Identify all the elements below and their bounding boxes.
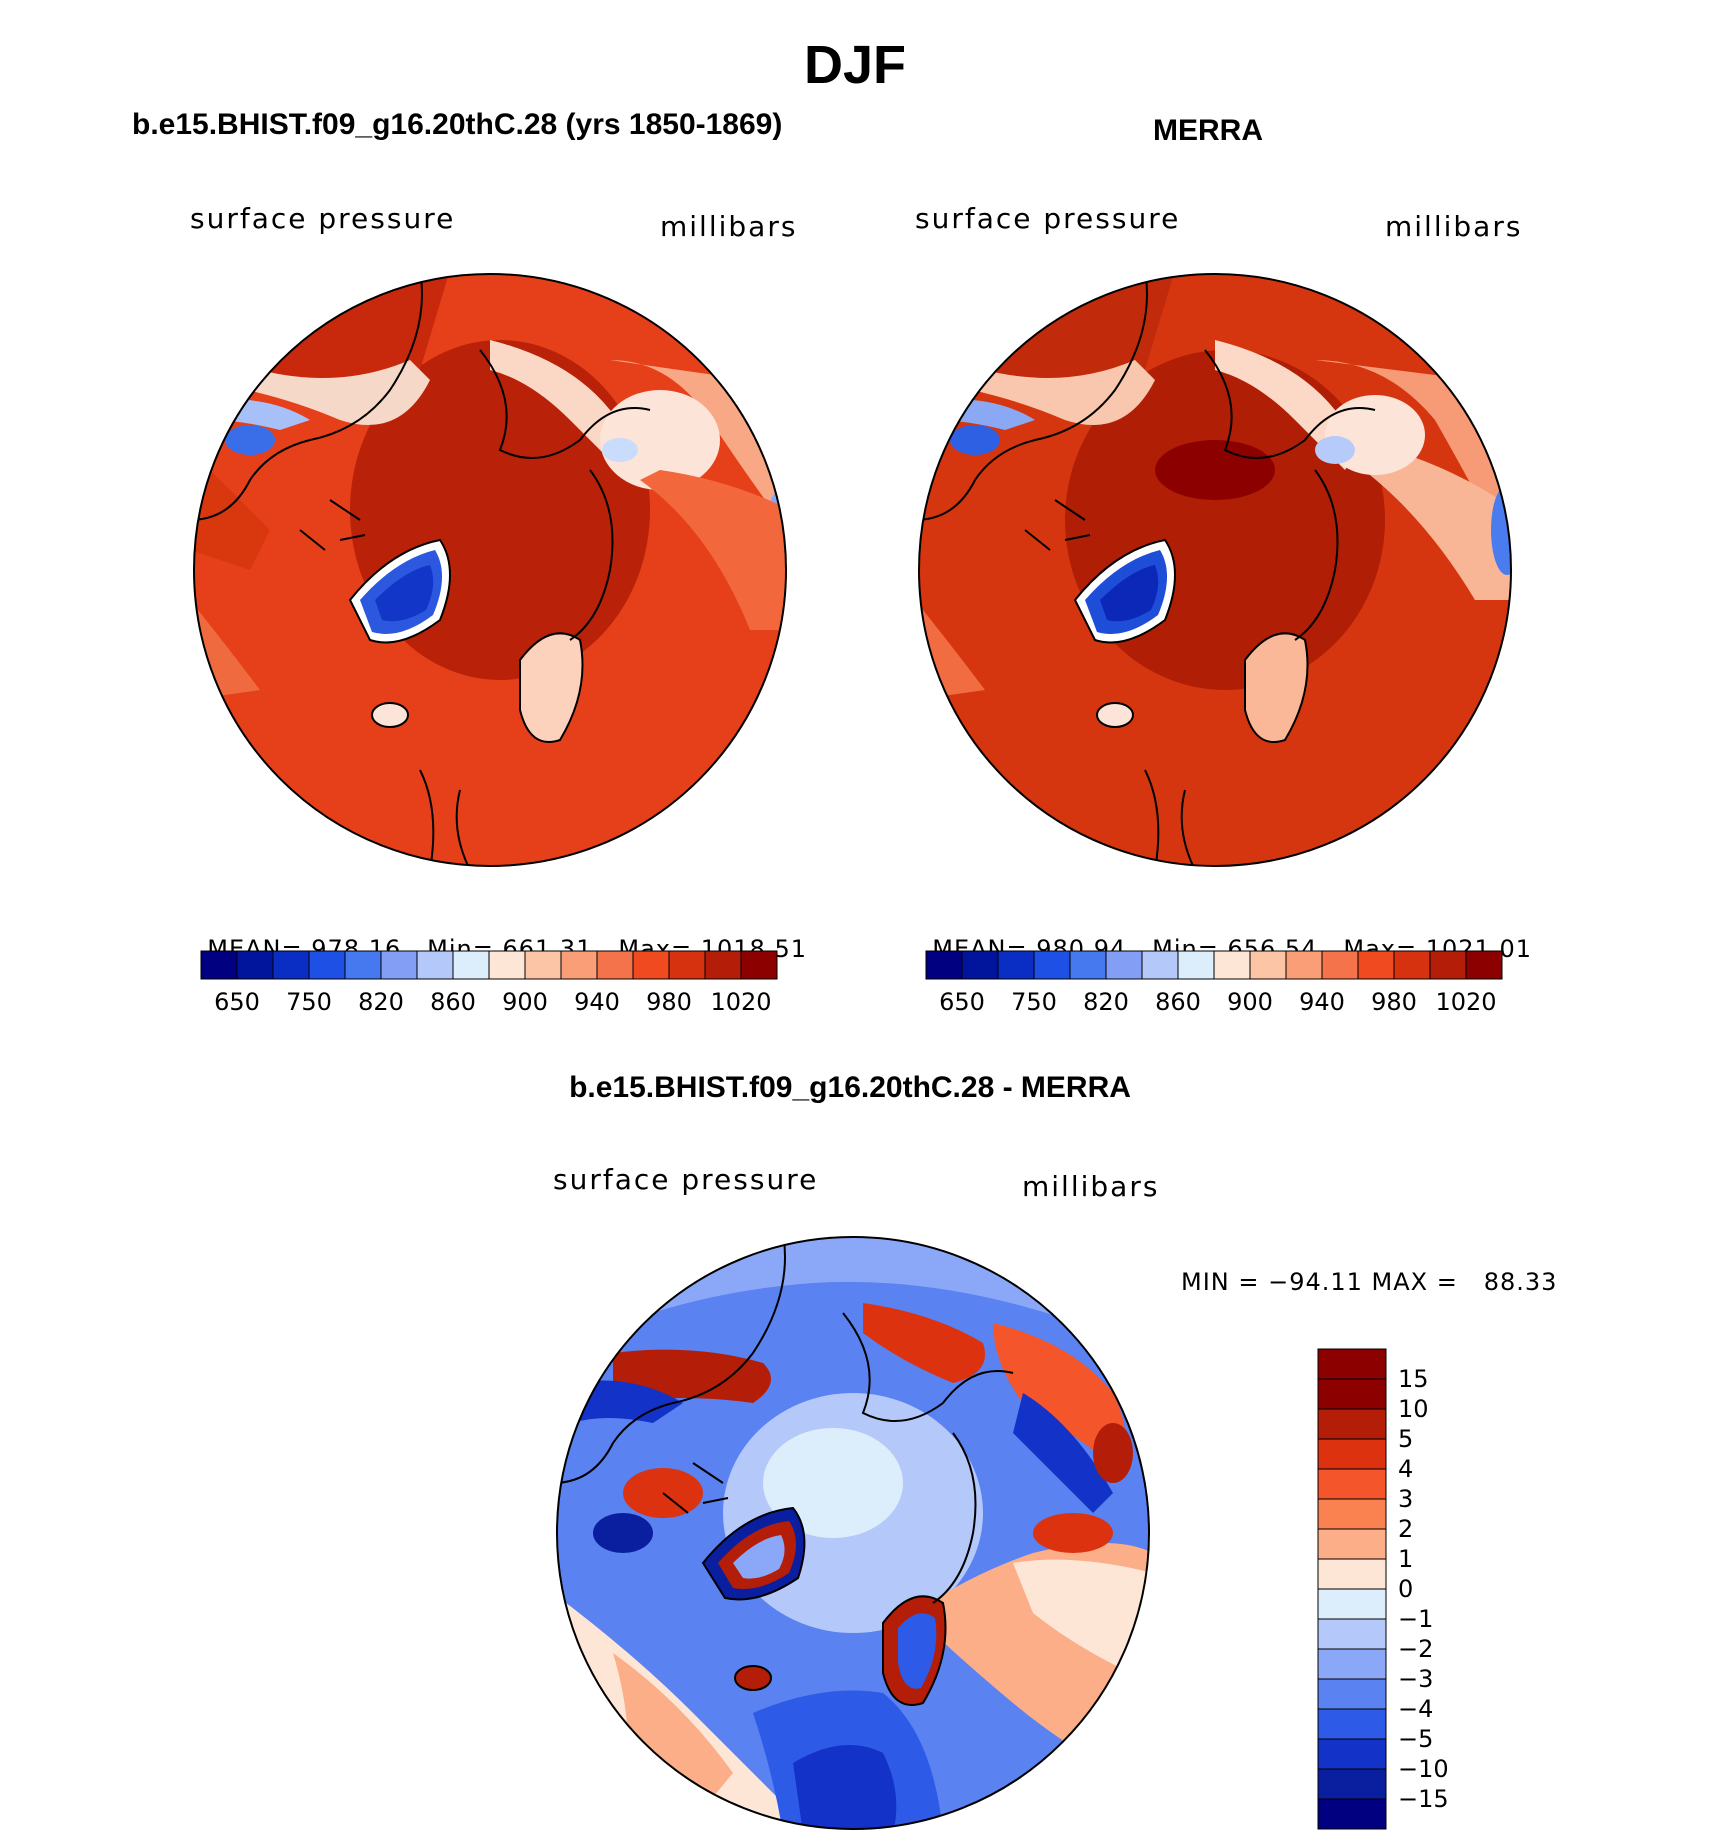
colorbar-tick-label: −3 [1398, 1665, 1434, 1693]
colorbar-tick-label: 900 [502, 988, 548, 1016]
colorbar-swatch [1317, 1798, 1387, 1830]
colorbar-tick-label: −15 [1398, 1785, 1449, 1813]
colorbar-tick-label: 0 [1398, 1575, 1414, 1603]
colorbar-tick-label: 940 [1299, 988, 1345, 1016]
panel-model-right-label: millibars [660, 210, 798, 243]
colorbar-swatch [1105, 950, 1143, 980]
panel-obs-colorbar [925, 950, 1503, 980]
colorbar-swatch [1317, 1378, 1387, 1410]
colorbar-swatch [668, 950, 706, 980]
colorbar-swatch [1393, 950, 1431, 980]
colorbar-swatch [236, 950, 274, 980]
colorbar-tick-label: 650 [214, 988, 260, 1016]
panel-diff-right-label: millibars [1022, 1170, 1160, 1203]
colorbar-swatch [1317, 1348, 1387, 1380]
colorbar-swatch [1033, 950, 1071, 980]
colorbar-tick-label: 860 [1155, 988, 1201, 1016]
panel-obs-colorbar-ticks: 650 750 820 860 900 940 980 1020 [0, 988, 1496, 1018]
colorbar-swatch [1465, 950, 1503, 980]
colorbar-tick-label: 900 [1227, 988, 1273, 1016]
panel-obs-title: MERRA [1153, 114, 1263, 147]
colorbar-swatch [1317, 1618, 1387, 1650]
colorbar-swatch [488, 950, 526, 980]
colorbar-swatch [1177, 950, 1215, 980]
panel-obs-map [918, 273, 1512, 867]
colorbar-swatch [1213, 950, 1251, 980]
colorbar-swatch [1317, 1768, 1387, 1800]
colorbar-swatch [416, 950, 454, 980]
colorbar-swatch [596, 950, 634, 980]
colorbar-swatch [1069, 950, 1107, 980]
panel-model-map [193, 273, 787, 867]
colorbar-swatch [1317, 1438, 1387, 1470]
colorbar-swatch [452, 950, 490, 980]
panel-obs-left-label: surface pressure [915, 202, 1181, 235]
panel-model-colorbar [200, 950, 778, 980]
colorbar-tick-label: 4 [1398, 1455, 1414, 1483]
colorbar-tick-label: 750 [286, 988, 332, 1016]
colorbar-swatch [1317, 1408, 1387, 1440]
panel-diff-colorbar [1317, 1348, 1387, 1830]
panel-model-colorbar-ticks: 650 750 820 860 900 940 980 1020 [0, 988, 771, 1018]
colorbar-tick-label: 980 [1371, 988, 1417, 1016]
panel-model-title: b.e15.BHIST.f09_g16.20thC.28 (yrs 1850-1… [132, 108, 783, 141]
colorbar-swatch [1429, 950, 1467, 980]
colorbar-swatch [344, 950, 382, 980]
colorbar-swatch [925, 950, 963, 980]
panel-diff-colorbar-ticks: 15 10 5 4 3 2 1 0 −1 −2 −3 −4 −5 −10 −15 [0, 0, 1449, 1813]
colorbar-swatch [524, 950, 562, 980]
panel-diff-left-label: surface pressure [553, 1163, 819, 1196]
colorbar-swatch [1317, 1468, 1387, 1500]
colorbar-swatch [740, 950, 778, 980]
colorbar-tick-label: 940 [574, 988, 620, 1016]
colorbar-tick-label: −5 [1398, 1725, 1434, 1753]
colorbar-swatch [308, 950, 346, 980]
colorbar-tick-label: 650 [939, 988, 985, 1016]
colorbar-tick-label: 820 [358, 988, 404, 1016]
colorbar-tick-label: −2 [1398, 1635, 1434, 1663]
colorbar-tick-label: 3 [1398, 1485, 1414, 1513]
panel-diff-title: b.e15.BHIST.f09_g16.20thC.28 - MERRA [569, 1071, 1131, 1104]
colorbar-tick-label: 1020 [710, 988, 772, 1016]
colorbar-swatch [380, 950, 418, 980]
colorbar-swatch [1321, 950, 1359, 980]
colorbar-swatch [1317, 1708, 1387, 1740]
colorbar-swatch [704, 950, 742, 980]
colorbar-swatch [1317, 1528, 1387, 1560]
colorbar-swatch [1249, 950, 1287, 980]
panel-diff-map [556, 1236, 1150, 1830]
colorbar-tick-label: 1 [1398, 1545, 1414, 1573]
panel-diff-minmax: MIN = −94.11 MAX = 88.33 [1181, 1268, 1558, 1296]
colorbar-swatch [1317, 1558, 1387, 1590]
colorbar-tick-label: 2 [1398, 1515, 1414, 1543]
colorbar-swatch [1357, 950, 1395, 980]
colorbar-swatch [997, 950, 1035, 980]
colorbar-tick-label: −4 [1398, 1695, 1434, 1723]
colorbar-swatch [632, 950, 670, 980]
colorbar-tick-label: 820 [1083, 988, 1129, 1016]
colorbar-swatch [272, 950, 310, 980]
colorbar-swatch [560, 950, 598, 980]
colorbar-swatch [1285, 950, 1323, 980]
panel-obs-right-label: millibars [1385, 210, 1523, 243]
colorbar-swatch [200, 950, 238, 980]
main-title: DJF [803, 35, 906, 95]
colorbar-swatch [1317, 1648, 1387, 1680]
colorbar-tick-label: 5 [1398, 1425, 1414, 1453]
colorbar-tick-label: 750 [1011, 988, 1057, 1016]
colorbar-tick-label: −1 [1398, 1605, 1434, 1633]
colorbar-swatch [1317, 1498, 1387, 1530]
colorbar-tick-label: −10 [1398, 1755, 1449, 1783]
colorbar-tick-label: 1020 [1435, 988, 1497, 1016]
colorbar-swatch [1141, 950, 1179, 980]
colorbar-tick-label: 860 [430, 988, 476, 1016]
colorbar-tick-label: 15 [1398, 1365, 1429, 1393]
colorbar-tick-label: 980 [646, 988, 692, 1016]
panel-model-left-label: surface pressure [190, 202, 456, 235]
colorbar-swatch [961, 950, 999, 980]
colorbar-tick-label: 10 [1398, 1395, 1429, 1423]
colorbar-swatch [1317, 1738, 1387, 1770]
colorbar-swatch [1317, 1678, 1387, 1710]
colorbar-swatch [1317, 1588, 1387, 1620]
